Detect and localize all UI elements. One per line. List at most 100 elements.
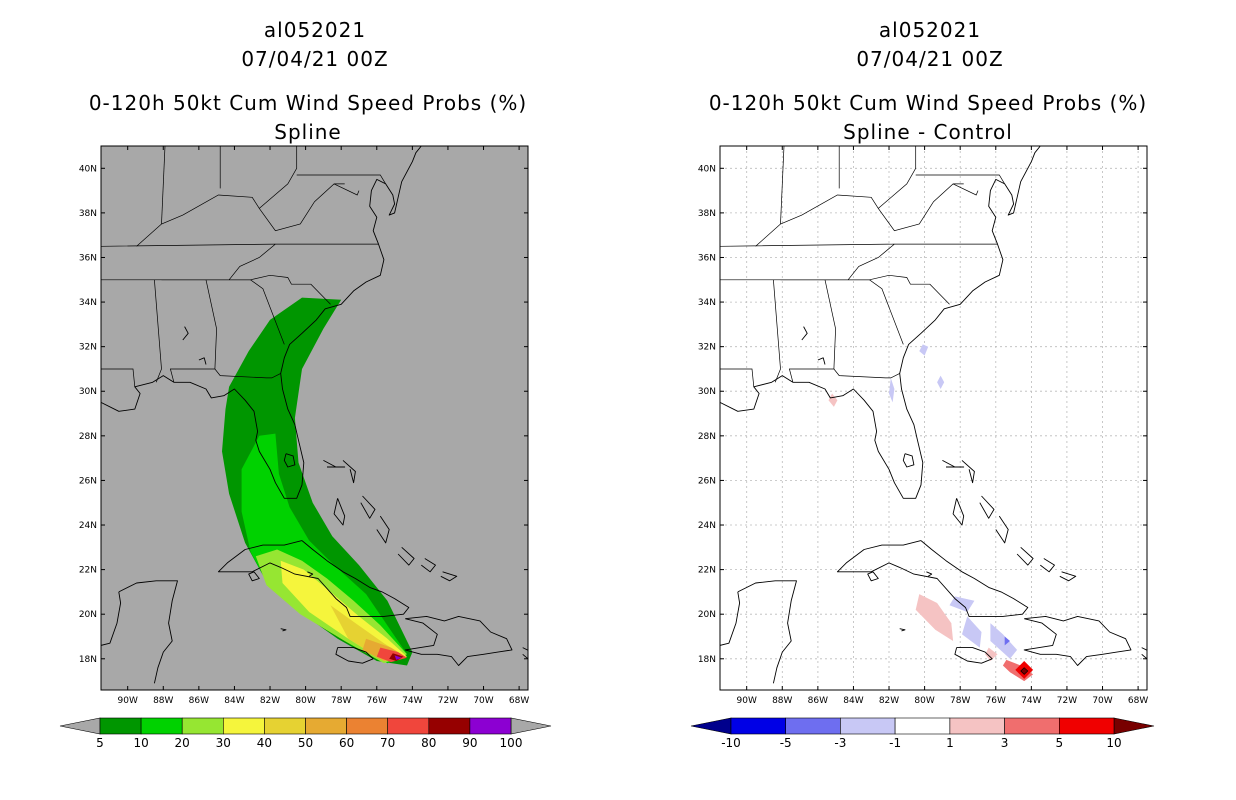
colorbar-label: 80 (421, 736, 436, 750)
lon-tick-label: 86W (189, 696, 209, 706)
colorbar-label: -10 (721, 736, 741, 750)
probability-contour-30 (280, 560, 407, 661)
lat-tick-label: 20N (698, 610, 716, 620)
colorbar-swatch (469, 717, 512, 735)
right-axis-ticks: 40N 38N 36N 34N 32N 30N 28N 26N 24N 22N 20N 18N 90W 8… (698, 146, 1148, 706)
difference-contour-6 (1004, 636, 1010, 646)
lon-tick-label: 86W (808, 696, 828, 706)
colorbar-swatch (223, 717, 265, 735)
lon-tick-label: 84W (224, 696, 244, 706)
lat-tick-label: 22N (79, 566, 97, 576)
colorbar-label: -1 (889, 736, 901, 750)
lat-tick-label: 36N (698, 253, 716, 263)
colorbar-swatch (894, 717, 951, 735)
left-colorbar: 5 10 20 30 40 50 60 70 80 90 100 (59, 717, 552, 750)
lon-tick-label: 72W (1057, 696, 1077, 706)
colorbar-arrow-right (510, 717, 552, 735)
left-title-block: al052021 07/04/21 00Z (55, 16, 575, 74)
lat-tick-label: 34N (698, 298, 716, 308)
difference-contour-1 (937, 375, 945, 389)
colorbar-swatch (181, 717, 224, 735)
colorbar-label: 60 (339, 736, 354, 750)
lon-tick-label: 80W (295, 696, 315, 706)
right-product-block: 0-120h 50kt Cum Wind Speed Probs (%) Spl… (668, 89, 1188, 147)
lon-tick-label: 70W (473, 696, 493, 706)
difference-contour-7 (915, 594, 954, 641)
colorbar-arrow-right (1113, 717, 1155, 735)
lat-tick-label: 24N (698, 521, 716, 531)
colorbar-label: 20 (175, 736, 190, 750)
lat-tick-label: 30N (698, 387, 716, 397)
right-title-block: al052021 07/04/21 00Z (670, 16, 1190, 74)
colorbar-swatch (428, 717, 471, 735)
lon-tick-label: 78W (950, 696, 970, 706)
lon-tick-label: 84W (843, 696, 863, 706)
left-product-block: 0-120h 50kt Cum Wind Speed Probs (%) Spl… (48, 89, 568, 147)
colorbar-swatch (387, 717, 430, 735)
difference-contour-12 (1020, 667, 1029, 675)
colorbar-label: 90 (462, 736, 477, 750)
difference-field (828, 344, 1034, 682)
lat-tick-label: 30N (79, 387, 97, 397)
colorbar-swatch (1004, 717, 1060, 735)
colorbar-arrow-left (59, 717, 101, 735)
lon-tick-label: 82W (879, 696, 899, 706)
colorbar-label: 1 (946, 736, 954, 750)
left-product: 0-120h 50kt Cum Wind Speed Probs (%) (88, 91, 528, 115)
difference-contour-5 (990, 623, 1018, 659)
lon-tick-label: 72W (438, 696, 458, 706)
lon-tick-label: 88W (772, 696, 792, 706)
left-map-panel: 40N 38N 36N 34N 32N 30N 28N 26N 24N 22N 20N 18N 90W 8… (79, 145, 529, 706)
lon-tick-label: 76W (986, 696, 1006, 706)
lon-tick-label: 80W (914, 696, 934, 706)
lon-tick-label: 82W (260, 696, 280, 706)
colorbar-label: -3 (834, 736, 846, 750)
right-coastlines (720, 146, 1147, 684)
lat-tick-label: 40N (79, 164, 97, 174)
lat-tick-label: 32N (79, 343, 97, 353)
colorbar-swatch (949, 717, 1005, 735)
colorbar-swatch (99, 717, 142, 735)
colorbar-label: 10 (1106, 736, 1121, 750)
probability-contour-10 (241, 433, 407, 664)
lat-tick-label: 20N (79, 610, 97, 620)
colorbar-label: 3 (1001, 736, 1009, 750)
lat-tick-label: 40N (698, 164, 716, 174)
colorbar-swatch (840, 717, 896, 735)
lat-tick-label: 36N (79, 253, 97, 263)
colorbar-label: 100 (500, 736, 523, 750)
colorbar-label: 5 (96, 736, 104, 750)
colorbar-label: 40 (257, 736, 272, 750)
lat-tick-label: 28N (698, 432, 716, 442)
left-datetime: 07/04/21 00Z (241, 47, 389, 71)
right-colorbar: -10 -5 -3 -1 1 3 5 10 (690, 717, 1155, 750)
colorbar-swatch (785, 717, 841, 735)
left-variant: Spline (274, 120, 342, 144)
lat-tick-label: 38N (698, 209, 716, 219)
lat-tick-label: 24N (79, 521, 97, 531)
lat-tick-label: 32N (698, 343, 716, 353)
lon-tick-label: 90W (737, 696, 757, 706)
colorbar-label: -5 (780, 736, 792, 750)
lat-tick-label: 26N (79, 476, 97, 486)
lat-tick-label: 22N (698, 566, 716, 576)
colorbar-label: 50 (298, 736, 313, 750)
right-storm-id: al052021 (878, 18, 982, 42)
colorbar-label: 70 (380, 736, 395, 750)
lat-tick-label: 34N (79, 298, 97, 308)
colorbar-swatch (140, 717, 183, 735)
colorbar-swatch (1059, 717, 1115, 735)
lon-tick-label: 68W (509, 696, 529, 706)
lat-tick-label: 38N (79, 209, 97, 219)
right-variant: Spline - Control (843, 120, 1013, 144)
right-map-panel: 40N 38N 36N 34N 32N 30N 28N 26N 24N 22N 20N 18N 90W 8… (698, 145, 1148, 706)
left-map-frame (100, 145, 529, 691)
right-map-frame (719, 145, 1148, 691)
right-gridlines (720, 146, 1147, 690)
colorbar-swatch (730, 717, 787, 735)
lat-tick-label: 18N (698, 655, 716, 665)
lon-tick-label: 68W (1128, 696, 1148, 706)
probability-contour-40 (330, 605, 406, 659)
probability-contour-100 (394, 655, 402, 660)
